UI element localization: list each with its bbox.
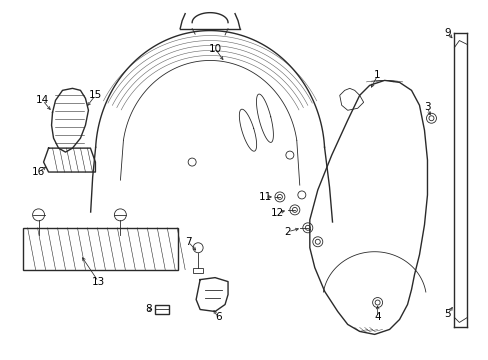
Text: 10: 10 xyxy=(208,44,221,54)
Bar xyxy=(193,268,203,273)
Text: 16: 16 xyxy=(32,167,45,177)
Text: 14: 14 xyxy=(36,95,49,105)
Text: 11: 11 xyxy=(258,192,271,202)
Text: 12: 12 xyxy=(271,208,284,218)
Text: 13: 13 xyxy=(92,276,105,287)
Text: 3: 3 xyxy=(423,102,430,112)
Text: 15: 15 xyxy=(89,90,102,100)
Text: 6: 6 xyxy=(214,312,221,323)
Text: 9: 9 xyxy=(443,28,450,37)
Text: 8: 8 xyxy=(144,305,151,315)
Text: 5: 5 xyxy=(443,310,450,319)
Text: 1: 1 xyxy=(373,71,380,80)
Text: 7: 7 xyxy=(184,237,191,247)
Text: 4: 4 xyxy=(373,312,380,323)
Bar xyxy=(22,228,178,270)
Bar xyxy=(155,305,169,315)
Text: 2: 2 xyxy=(284,227,290,237)
